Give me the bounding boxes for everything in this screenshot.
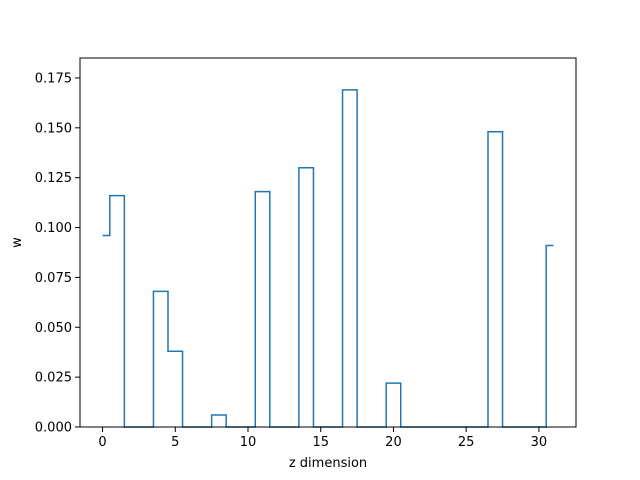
y-tick-label: 0.125 bbox=[35, 171, 72, 186]
x-axis-label: z dimension bbox=[289, 456, 367, 471]
x-tick-label: 0 bbox=[98, 435, 106, 450]
x-tick-label: 15 bbox=[312, 435, 329, 450]
y-tick-label: 0.175 bbox=[35, 71, 72, 86]
y-axis-ticks: 0.000 0.025 0.050 0.075 0.100 0.125 0.150 0.175 bbox=[35, 71, 80, 436]
y-tick-label: 0.100 bbox=[35, 221, 72, 236]
x-tick-label: 30 bbox=[531, 435, 548, 450]
axes-frame bbox=[79, 57, 577, 428]
x-tick-label: 10 bbox=[240, 435, 257, 450]
y-tick-label: 0.050 bbox=[35, 321, 72, 336]
x-tick-label: 25 bbox=[458, 435, 475, 450]
y-tick-label: 0.075 bbox=[35, 271, 72, 286]
y-axis-label: w bbox=[10, 237, 25, 248]
y-tick-label: 0.150 bbox=[35, 121, 72, 136]
x-tick-label: 5 bbox=[171, 435, 179, 450]
y-tick-label: 0.000 bbox=[35, 421, 72, 436]
y-tick-label: 0.025 bbox=[35, 371, 72, 386]
x-tick-label: 20 bbox=[385, 435, 402, 450]
x-axis-ticks: 0 5 10 15 20 25 30 bbox=[98, 427, 547, 450]
